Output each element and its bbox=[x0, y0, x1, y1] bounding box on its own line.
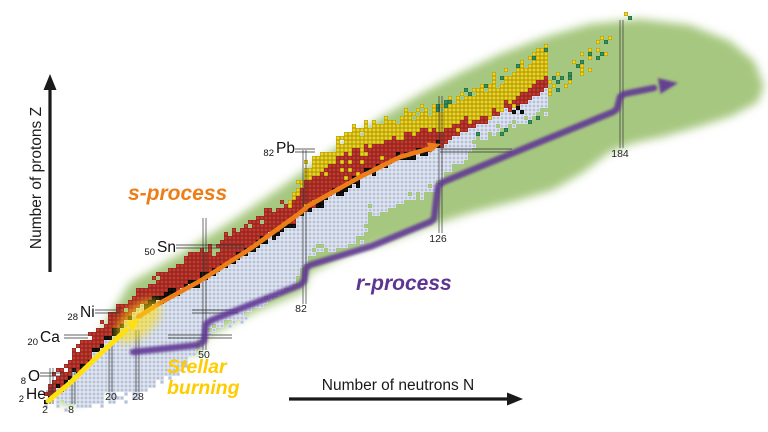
y-axis-label: Number of protons Z bbox=[28, 107, 45, 249]
element-symbol-Sn: Sn bbox=[157, 239, 176, 256]
element-symbol-Ni: Ni bbox=[80, 304, 95, 321]
neutron-magic-number-20: 20 bbox=[105, 391, 117, 403]
neutron-magic-number-8: 8 bbox=[68, 404, 74, 416]
y-axis: Number of protons Z bbox=[28, 74, 57, 272]
element-subscript-O: 8 bbox=[21, 376, 26, 387]
neutron-magic-number-28: 28 bbox=[132, 391, 144, 403]
element-subscript-He: 2 bbox=[19, 394, 24, 405]
nuclide-band bbox=[44, 12, 632, 412]
stellar-burning-label-line2: burning bbox=[167, 377, 240, 399]
x-axis: Number of neutrons N bbox=[289, 377, 523, 406]
process-text-labels: s-process r-process Stellar burning bbox=[128, 182, 452, 399]
s-process-path bbox=[135, 142, 441, 320]
stellar-burning-label-line1: Stellar bbox=[167, 356, 228, 378]
element-subscript-Sn: 50 bbox=[144, 247, 155, 258]
neutron-magic-number-50: 50 bbox=[198, 349, 210, 361]
element-symbol-He: He bbox=[26, 386, 46, 403]
element-symbol-Ca: Ca bbox=[40, 329, 60, 346]
x-axis-arrowhead bbox=[507, 392, 523, 406]
r-process-path bbox=[129, 78, 678, 356]
s-process-label: s-process bbox=[128, 182, 227, 205]
r-process-label: r-process bbox=[356, 272, 452, 295]
element-symbol-Pb: Pb bbox=[276, 140, 295, 157]
neutron-magic-number-184: 184 bbox=[611, 148, 629, 160]
element-subscript-Ca: 20 bbox=[27, 337, 38, 348]
neutron-magic-number-82: 82 bbox=[295, 303, 307, 315]
element-symbol-O: O bbox=[28, 368, 40, 385]
neutron-magic-number-2: 2 bbox=[42, 404, 48, 416]
neutron-magic-number-126: 126 bbox=[429, 233, 447, 245]
element-subscript-Ni: 28 bbox=[67, 312, 78, 323]
element-subscript-Pb: 82 bbox=[263, 148, 274, 159]
y-axis-arrowhead bbox=[43, 74, 57, 90]
x-axis-label: Number of neutrons N bbox=[322, 377, 475, 394]
stellar-burning-arrow bbox=[45, 299, 162, 404]
